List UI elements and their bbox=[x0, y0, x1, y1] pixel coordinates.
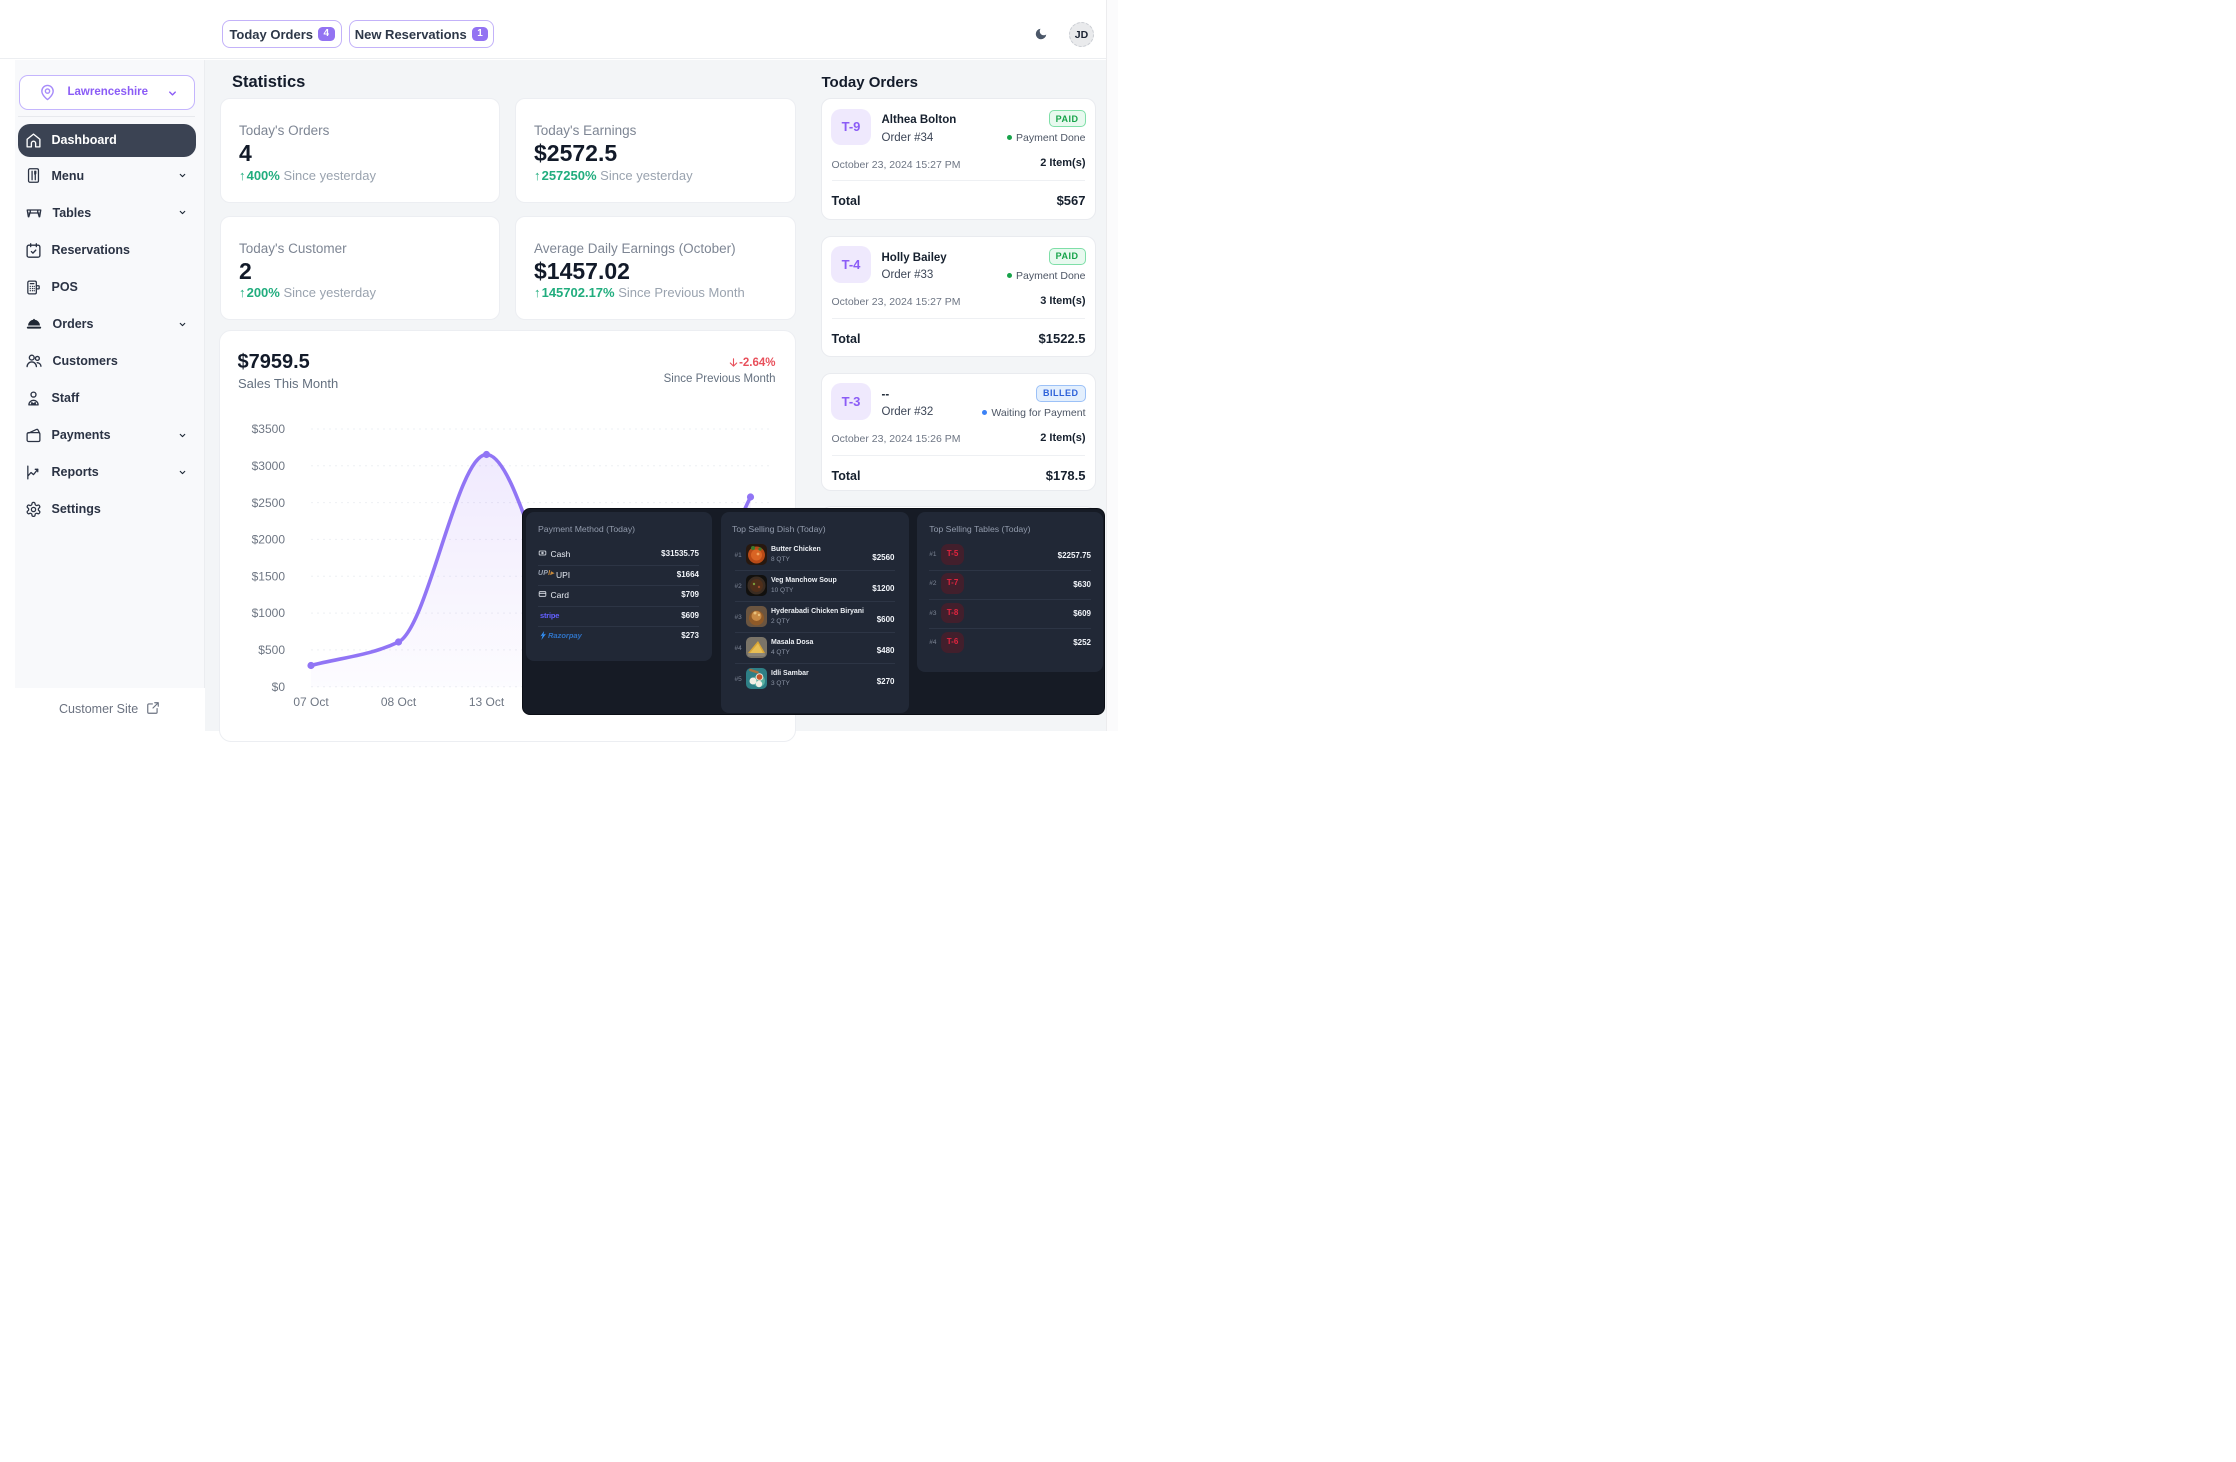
svg-text:13 Oct: 13 Oct bbox=[469, 695, 505, 709]
svg-text:$1000: $1000 bbox=[252, 606, 286, 620]
svg-text:$0: $0 bbox=[272, 680, 286, 694]
svg-text:$3500: $3500 bbox=[252, 422, 286, 436]
svg-text:$500: $500 bbox=[258, 643, 285, 657]
svg-text:$2500: $2500 bbox=[252, 496, 286, 510]
svg-text:$3000: $3000 bbox=[252, 459, 286, 473]
svg-text:08 Oct: 08 Oct bbox=[381, 695, 417, 709]
svg-text:$2000: $2000 bbox=[252, 533, 286, 547]
svg-text:$1500: $1500 bbox=[252, 569, 286, 583]
svg-text:07 Oct: 07 Oct bbox=[293, 695, 329, 709]
